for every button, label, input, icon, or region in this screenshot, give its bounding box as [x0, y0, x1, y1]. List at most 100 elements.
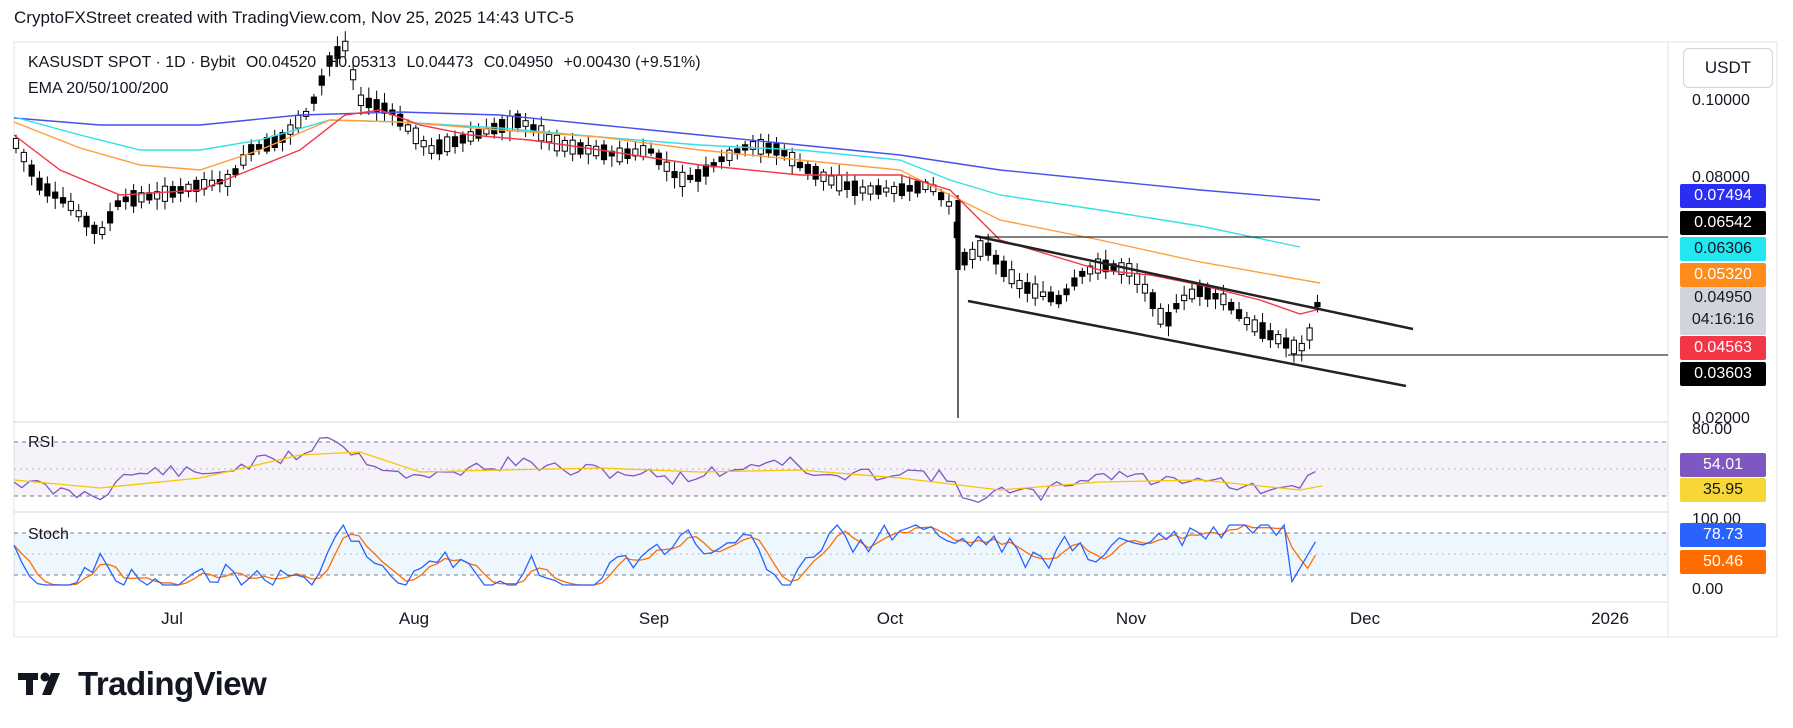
trend-drawings [967, 234, 1668, 388]
stoch-d-tag: 50.46 [1680, 550, 1766, 574]
candle-body [326, 55, 333, 67]
rsi-signal-line [13, 451, 1323, 491]
tradingview-logo-icon [18, 672, 60, 695]
price-tag: 0.06542 [1680, 211, 1766, 235]
candle-body [20, 151, 27, 163]
candle-body [357, 94, 365, 107]
candle-body [350, 69, 357, 81]
candle-body [1071, 277, 1078, 287]
candle-body [52, 191, 59, 199]
candle-body [1251, 319, 1258, 333]
candle-body [1102, 259, 1109, 273]
candle-body [1047, 291, 1054, 303]
candle-body [1063, 288, 1070, 296]
candle-body [718, 156, 725, 163]
header-attribution: CryptoFXStreet created with TradingView.… [14, 8, 575, 27]
legend-low: L0.04473 [406, 54, 474, 71]
stoch-band-background [14, 533, 1668, 575]
candle-body [859, 186, 866, 194]
candle-body [36, 177, 43, 191]
candle-body [616, 147, 623, 163]
price-tick-0.02: 0.02000 [1692, 410, 1750, 427]
candle-body [1008, 269, 1015, 285]
candle-body [122, 196, 129, 203]
candle-body [647, 148, 655, 154]
currency-button[interactable]: USDT [1683, 48, 1773, 88]
candle-body [726, 149, 733, 161]
candle-body [671, 171, 678, 179]
time-axis-label: Oct [876, 609, 904, 628]
time-axis-label: 2026 [1591, 609, 1629, 628]
candle-body [828, 175, 835, 186]
rsi-tick-80: 80.00 [1692, 421, 1733, 438]
candle-body [75, 210, 82, 218]
candle-body [436, 139, 443, 155]
candle-body [546, 134, 553, 143]
candle-body [875, 185, 882, 195]
candle-body [12, 138, 20, 149]
stoch-tick-0: 0.00 [1692, 581, 1724, 598]
candle-body [938, 192, 945, 201]
candle-body [1282, 337, 1290, 349]
candle-body [1024, 282, 1031, 294]
candle-body [67, 200, 74, 211]
candle-body [694, 169, 702, 182]
candle-body [467, 131, 474, 142]
candle-body [906, 185, 913, 192]
candle-body [177, 186, 184, 194]
price-tag: 0.04563 [1680, 336, 1766, 360]
candle-body [796, 161, 804, 169]
candle-body [1306, 327, 1313, 341]
candle-body [1275, 334, 1282, 345]
legend-open: O0.04520 [245, 54, 317, 71]
stoch-label[interactable]: Stoch [28, 526, 69, 543]
candle-body [600, 144, 608, 161]
legend-symbol: KASUSDT SPOT · 1D · Bybit [28, 54, 236, 71]
ema-lines [13, 109, 1321, 315]
candle-body [820, 171, 827, 182]
time-axis-label: Nov [1115, 609, 1147, 628]
candle-body [106, 211, 114, 224]
bar-countdown: 04:16:16 [1691, 311, 1755, 328]
candle-body [498, 119, 506, 133]
time-axis-label: Sep [638, 609, 670, 628]
time-axis-label: Dec [1349, 609, 1381, 628]
candle-body [1259, 322, 1266, 339]
candle-body [585, 144, 592, 155]
price-tag: 0.05320 [1680, 263, 1766, 287]
candle-body [1134, 272, 1141, 285]
candle-body [1228, 301, 1235, 311]
candle-body [749, 141, 757, 150]
candle-body [640, 145, 647, 158]
candle-body [193, 179, 200, 192]
price-tag: 0.06306 [1680, 237, 1766, 261]
candle-body [248, 144, 255, 156]
candle-body [130, 190, 137, 207]
candle-body [59, 197, 67, 204]
candle-body [836, 174, 843, 192]
chart-frame [13, 41, 1778, 638]
candle-body [1204, 286, 1211, 300]
candle-body [883, 187, 890, 193]
candle-body [1141, 283, 1149, 294]
stoch-d-line [13, 524, 1317, 586]
candle-body [240, 154, 247, 166]
channel-lower-line [967, 299, 1407, 388]
candle-body [1032, 283, 1039, 299]
candle-body [514, 113, 521, 129]
candle-body [804, 164, 811, 174]
candle-body [961, 251, 968, 266]
candle-body [459, 134, 466, 144]
stoch-pane [13, 523, 1668, 587]
legend-ema[interactable]: EMA 20/50/100/200 [28, 80, 169, 97]
candle-body [687, 174, 694, 181]
rsi-label[interactable]: RSI [28, 434, 55, 451]
candle-body [945, 201, 953, 207]
candle-body [404, 124, 412, 132]
candle-body [302, 110, 310, 117]
time-axis-label: Aug [398, 609, 430, 628]
tradingview-logo[interactable]: TradingView [18, 665, 267, 703]
candle-body [428, 145, 435, 154]
crash-candle-body [955, 200, 961, 270]
